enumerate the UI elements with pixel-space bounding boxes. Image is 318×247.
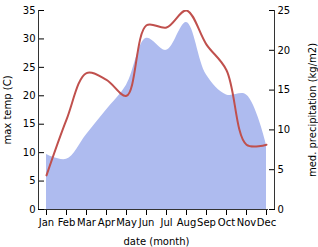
svg-text:date (month): date (month) [124, 236, 190, 247]
svg-text:15: 15 [23, 118, 36, 129]
svg-text:Aug: Aug [177, 217, 197, 228]
svg-text:35: 35 [23, 5, 36, 16]
svg-text:30: 30 [23, 33, 36, 44]
svg-text:med. precipitation (kg/m2): med. precipitation (kg/m2) [307, 43, 318, 177]
svg-text:max temp (C): max temp (C) [2, 75, 13, 144]
svg-text:Dec: Dec [257, 217, 276, 228]
svg-text:Jul: Jul [159, 217, 172, 228]
svg-text:20: 20 [23, 90, 36, 101]
svg-text:Nov: Nov [237, 217, 257, 228]
svg-text:20: 20 [278, 45, 291, 56]
svg-text:May: May [116, 217, 137, 228]
svg-text:Jan: Jan [38, 217, 54, 228]
svg-text:Apr: Apr [98, 217, 116, 228]
svg-text:0: 0 [278, 204, 284, 215]
svg-text:10: 10 [278, 124, 291, 135]
svg-text:25: 25 [23, 62, 36, 73]
svg-text:5: 5 [278, 164, 284, 175]
svg-text:10: 10 [23, 147, 36, 158]
svg-text:0: 0 [29, 204, 35, 215]
svg-text:Sep: Sep [197, 217, 216, 228]
svg-text:15: 15 [278, 84, 291, 95]
svg-text:5: 5 [29, 175, 35, 186]
svg-text:Jun: Jun [138, 217, 155, 228]
svg-text:25: 25 [278, 5, 291, 16]
svg-text:Feb: Feb [58, 217, 76, 228]
svg-text:Mar: Mar [77, 217, 97, 228]
svg-text:Oct: Oct [218, 217, 235, 228]
